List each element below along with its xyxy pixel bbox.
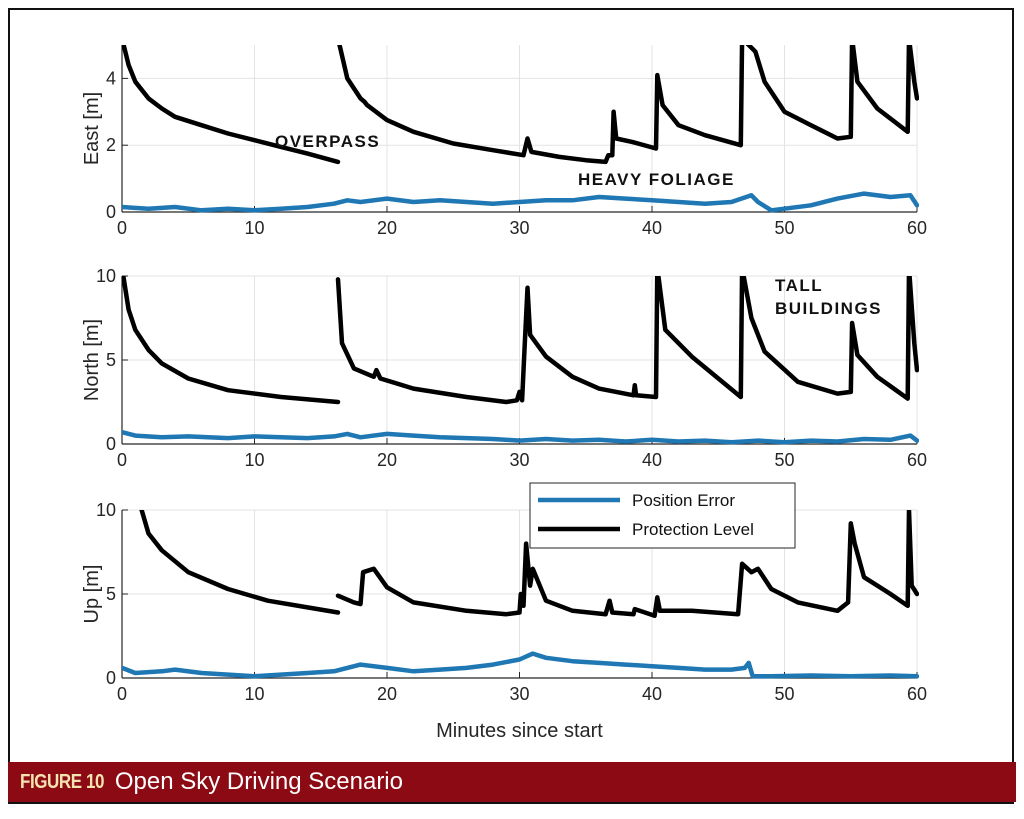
protection-level-line-seg0 bbox=[122, 276, 341, 405]
x-tick-label: 20 bbox=[377, 218, 397, 238]
y-tick-label: 0 bbox=[106, 434, 116, 454]
x-axis-label: Minutes since start bbox=[436, 720, 603, 742]
position-error-line-seg0 bbox=[122, 651, 919, 679]
position-error-line-seg0 bbox=[122, 191, 919, 213]
x-tick-label: 40 bbox=[642, 450, 662, 470]
x-tick-label: 0 bbox=[117, 218, 127, 238]
protection-level-line-seg0 bbox=[139, 510, 341, 615]
x-tick-label: 40 bbox=[642, 684, 662, 704]
x-tick-label: 60 bbox=[907, 684, 927, 704]
x-tick-label: 10 bbox=[244, 450, 264, 470]
x-tick-label: 50 bbox=[774, 218, 794, 238]
y-axis-label: Up [m] bbox=[81, 565, 103, 624]
caption-label: FIGURE 10 bbox=[20, 770, 105, 793]
figure-frame bbox=[8, 8, 1014, 804]
x-tick-label: 0 bbox=[117, 450, 127, 470]
y-tick-label: 4 bbox=[106, 68, 116, 88]
x-tick-label: 30 bbox=[509, 450, 529, 470]
annotation-label: TALL bbox=[775, 276, 823, 295]
x-tick-label: 0 bbox=[117, 684, 127, 704]
legend: Position Error Protection Level bbox=[529, 482, 796, 549]
protection-level-line-seg1 bbox=[335, 510, 919, 619]
x-tick-label: 20 bbox=[377, 450, 397, 470]
protection-level-line-seg0 bbox=[122, 45, 341, 165]
x-tick-label: 40 bbox=[642, 218, 662, 238]
x-tick-label: 30 bbox=[509, 218, 529, 238]
y-tick-label: 2 bbox=[106, 135, 116, 155]
annotation-label: OVERPASS bbox=[275, 132, 380, 151]
x-tick-label: 60 bbox=[907, 450, 927, 470]
y-tick-label: 0 bbox=[106, 202, 116, 222]
x-tick-label: 30 bbox=[509, 684, 529, 704]
x-tick-label: 10 bbox=[244, 218, 264, 238]
x-tick-label: 60 bbox=[907, 218, 927, 238]
y-tick-label: 0 bbox=[106, 668, 116, 688]
y-axis-label: North [m] bbox=[81, 319, 103, 401]
figure-caption: FIGURE 10 Open Sky Driving Scenario bbox=[8, 762, 1016, 802]
annotation-label: BUILDINGS bbox=[775, 299, 882, 318]
legend-entry: Position Error bbox=[632, 491, 735, 510]
y-axis-label: East [m] bbox=[81, 92, 103, 165]
y-tick-label: 5 bbox=[106, 584, 116, 604]
protection-level-line-seg1 bbox=[337, 45, 919, 165]
annotation-label: HEAVY FOLIAGE bbox=[578, 170, 735, 189]
y-tick-label: 10 bbox=[96, 500, 116, 520]
legend-box bbox=[529, 482, 796, 549]
legend-entry: Protection Level bbox=[632, 520, 754, 539]
y-tick-label: 5 bbox=[106, 350, 116, 370]
protection-level-line-seg1 bbox=[335, 276, 919, 405]
x-tick-label: 10 bbox=[244, 684, 264, 704]
caption-title: Open Sky Driving Scenario bbox=[114, 768, 403, 795]
position-error-line-seg0 bbox=[122, 429, 919, 445]
x-tick-label: 50 bbox=[774, 450, 794, 470]
subplot-north: 0 10 20 30 40 50 60 0 5 10 North [m] TALL BUILDINGS bbox=[81, 266, 927, 470]
x-tick-label: 50 bbox=[774, 684, 794, 704]
y-tick-label: 10 bbox=[96, 266, 116, 286]
x-tick-label: 20 bbox=[377, 684, 397, 704]
subplot-up: 0 10 20 30 40 50 60 0 5 10 Up [m] Minutes since sta… bbox=[81, 482, 927, 742]
